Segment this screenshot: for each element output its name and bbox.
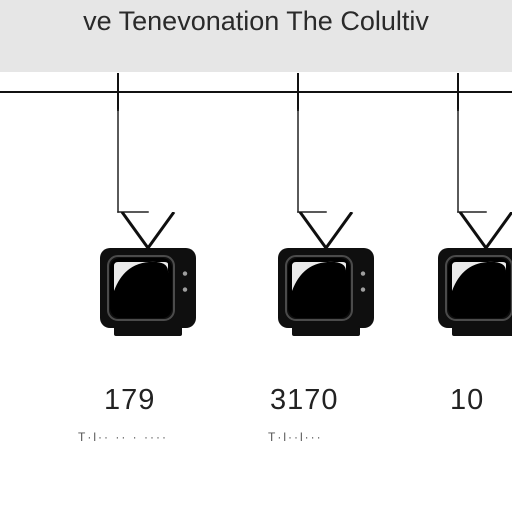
tv-icon [438,212,512,343]
era-caption: T·l·· ·· · ···· [78,430,168,444]
year-label: 3170 [270,384,339,417]
year-label: 179 [104,384,155,417]
tv-icon [100,212,196,343]
tv-icon [278,212,374,343]
timeline-lines [0,0,512,512]
year-label: 10 [450,384,484,417]
era-caption: T·l··l··· [268,430,323,444]
